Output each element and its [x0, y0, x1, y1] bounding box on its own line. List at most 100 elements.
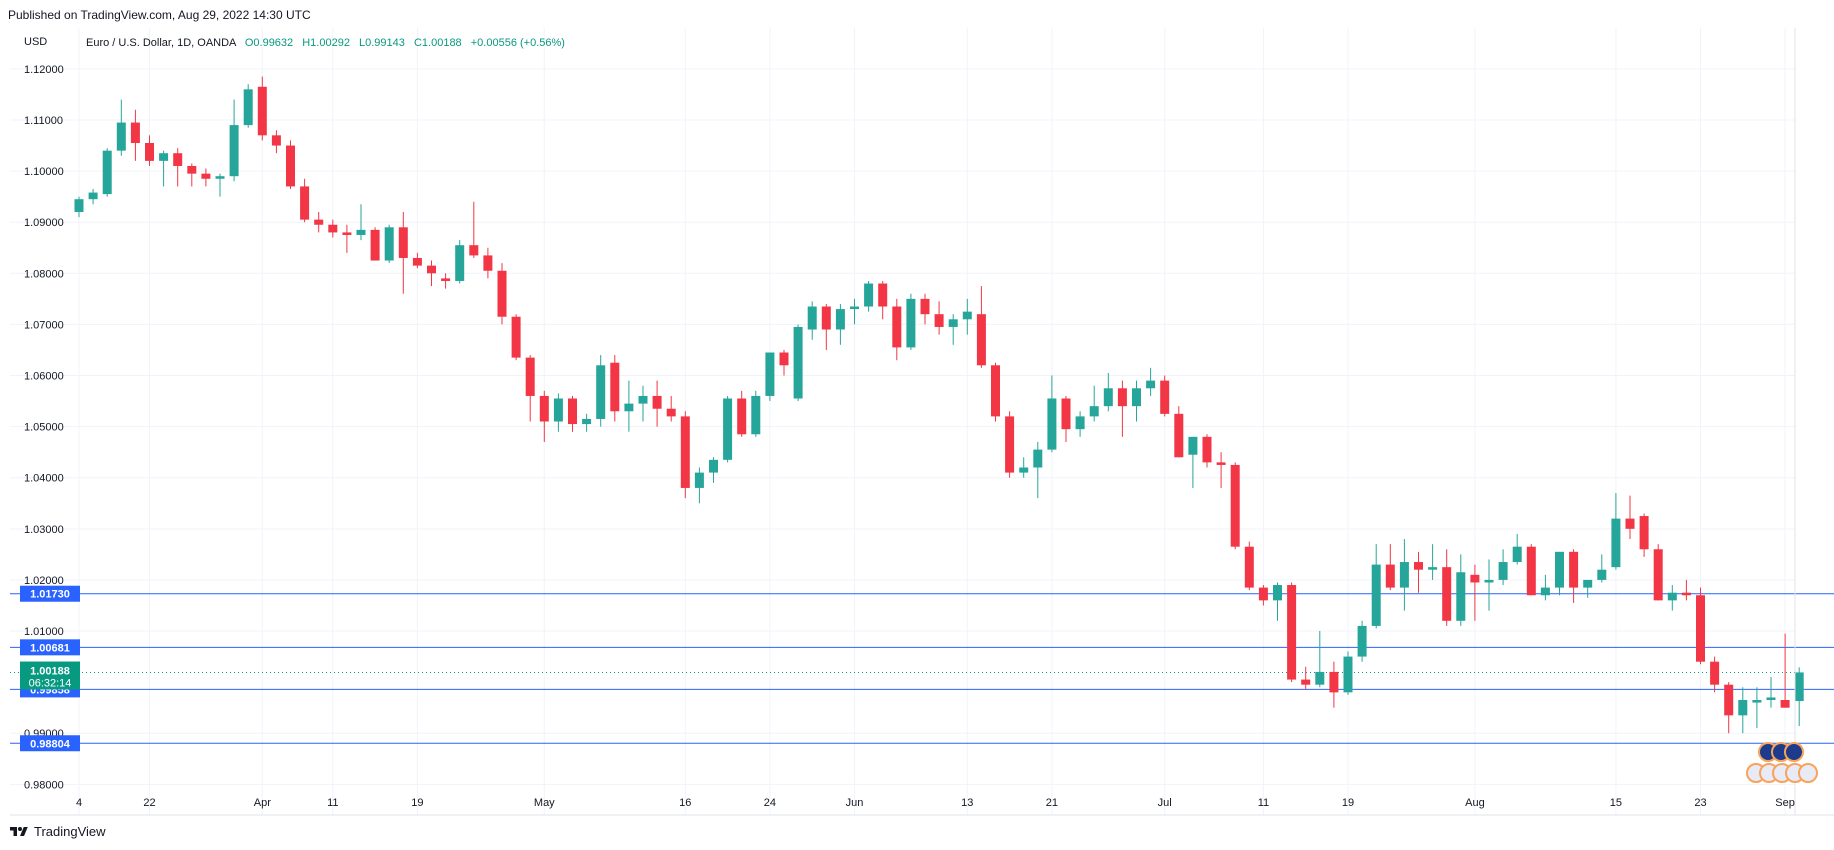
candle: [525, 355, 535, 422]
candle-body: [1540, 587, 1550, 596]
legend-open: O0.99632: [245, 37, 293, 49]
candle: [892, 298, 902, 361]
time-tick-label: 24: [764, 797, 776, 809]
candle-body: [1766, 697, 1776, 701]
candle-body: [1371, 564, 1381, 626]
last-price-badge: [20, 661, 80, 690]
candle: [624, 380, 634, 432]
price-axis[interactable]: 1.12000 1.11000 1.10000 1.09000 1.08000 1.070…: [24, 64, 64, 791]
candle: [1301, 666, 1311, 690]
candle: [215, 173, 225, 197]
candle-body: [948, 319, 958, 327]
level-price-label: 1.00681: [30, 642, 70, 654]
time-tick-label: 22: [143, 797, 155, 809]
candle-body: [1414, 562, 1423, 570]
event-markers[interactable]: [1746, 742, 1818, 783]
candle-body: [370, 229, 380, 261]
candle-body: [1315, 671, 1325, 685]
candle-body: [88, 192, 98, 200]
candle: [1569, 549, 1579, 603]
candle: [1230, 462, 1240, 550]
candle-body: [116, 122, 126, 151]
candle: [1766, 677, 1776, 708]
candle: [1653, 544, 1663, 601]
time-tick-label: 13: [961, 797, 973, 809]
candle-body: [652, 395, 662, 409]
level-price-badge: [20, 585, 80, 602]
candle: [1667, 585, 1677, 611]
candle-body: [751, 395, 761, 435]
candle: [1273, 582, 1282, 621]
chart-legend: Euro / U.S. Dollar, 1D, OANDA O0.99632 H…: [86, 37, 565, 49]
candle: [991, 362, 1000, 422]
level-price-badge: [20, 639, 80, 656]
candle: [1033, 441, 1043, 499]
time-tick-label: Jul: [1158, 797, 1172, 809]
candle: [553, 393, 563, 432]
last-price-label: 1.00188: [30, 666, 70, 678]
candle: [1005, 411, 1015, 478]
candle-body: [412, 257, 422, 266]
candle: [1061, 395, 1071, 442]
candle: [257, 76, 267, 141]
candle-body: [1160, 380, 1170, 414]
candle: [1456, 554, 1466, 626]
candle-body: [737, 398, 747, 435]
level-price-label: 0.98804: [30, 738, 71, 750]
bar-countdown-label: 06:32:14: [29, 678, 72, 690]
candle: [1174, 406, 1184, 458]
candle-body: [1597, 569, 1607, 580]
candle: [1160, 375, 1170, 417]
candles-group: [74, 76, 1804, 734]
candle: [906, 293, 916, 350]
candle: [1371, 544, 1381, 629]
candle: [173, 148, 183, 187]
candle-body: [286, 145, 295, 187]
candle-body: [835, 309, 845, 330]
candle-body: [1329, 671, 1339, 693]
time-tick-label: 15: [1610, 797, 1622, 809]
candle-body: [582, 418, 592, 425]
candle: [920, 293, 930, 325]
candle: [1752, 687, 1762, 729]
candle-body: [680, 416, 690, 488]
candle: [1315, 631, 1325, 688]
candle-body: [1230, 464, 1240, 547]
candle: [666, 395, 676, 422]
candle-body: [159, 153, 169, 161]
candle: [976, 286, 986, 368]
candle: [1287, 582, 1297, 683]
candle: [878, 280, 888, 320]
candle-body: [1681, 592, 1691, 596]
time-axis[interactable]: 4 22 Apr 11 19 May 16 24 Jun 13 21 Jul 11 19 Aug 15 23 Se…: [76, 797, 1795, 809]
price-tick-label: 0.98000: [24, 779, 64, 791]
candle-body: [215, 176, 225, 179]
legend-symbol: Euro / U.S. Dollar, 1D, OANDA: [86, 37, 237, 49]
candle: [568, 395, 577, 432]
candle-body: [1583, 579, 1593, 588]
chart-grid: [10, 28, 1795, 815]
candle-body: [1724, 684, 1734, 716]
candle: [680, 411, 690, 499]
candle-body: [356, 229, 366, 235]
candle: [159, 150, 169, 187]
candle: [864, 280, 874, 312]
candle-body: [469, 245, 479, 256]
candle-body: [779, 352, 789, 366]
footer-brand[interactable]: TradingView: [34, 824, 106, 839]
candle: [130, 109, 140, 161]
candle-body: [187, 165, 197, 174]
candle-body: [1653, 549, 1663, 601]
candle: [1146, 367, 1156, 396]
candle-body: [173, 153, 183, 166]
time-tick-label: 4: [76, 797, 82, 809]
candle: [1258, 585, 1268, 606]
candle: [1117, 380, 1127, 437]
time-tick-label: 11: [1258, 797, 1269, 809]
price-tick-label: 1.07000: [24, 319, 64, 331]
candle-body: [441, 278, 451, 281]
horizontal-level-lines[interactable]: [10, 593, 1834, 744]
candle: [539, 390, 549, 442]
candle-body: [1484, 579, 1494, 583]
